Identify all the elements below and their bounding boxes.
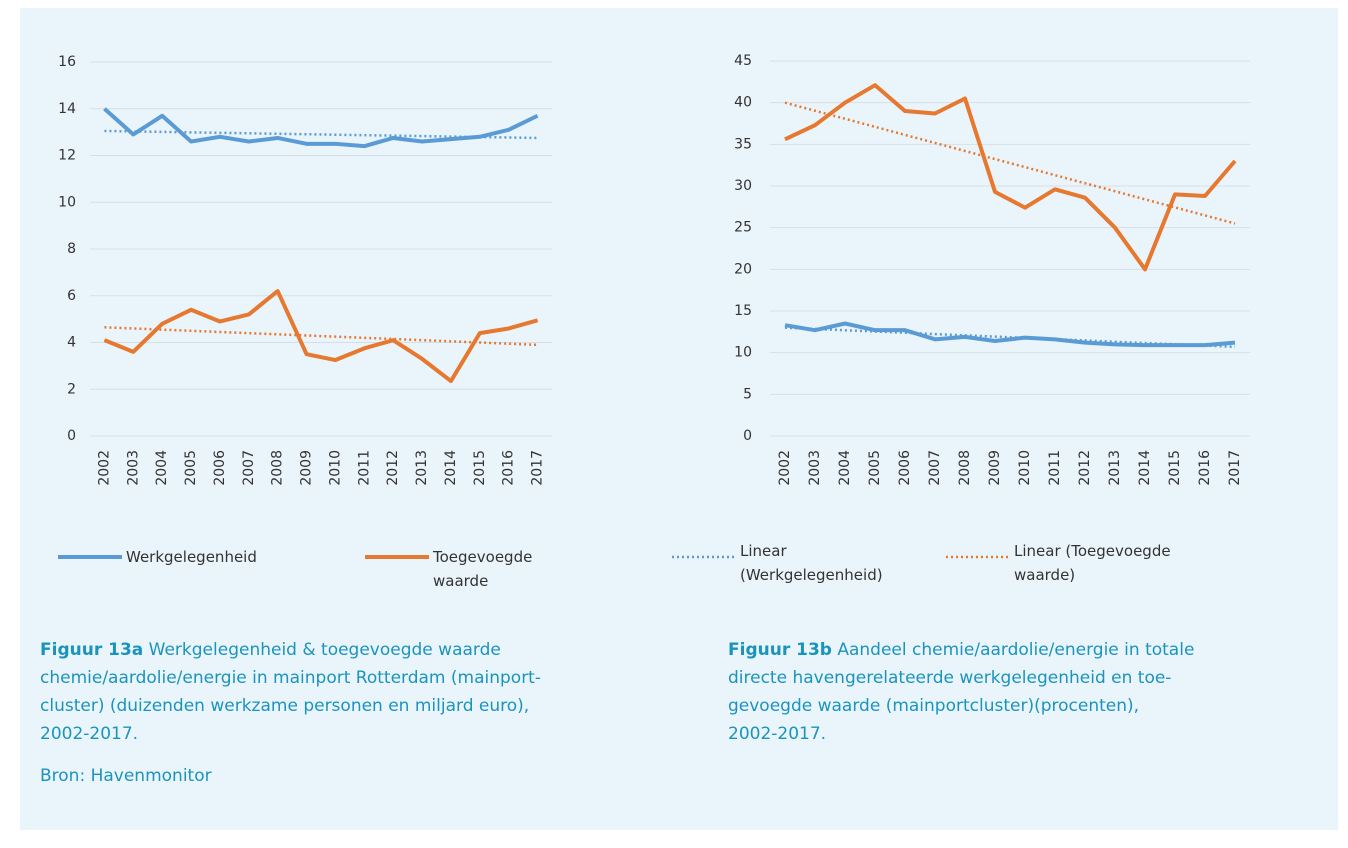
x-tick-label: 2011 <box>356 450 372 486</box>
y-tick-label: 40 <box>734 95 752 111</box>
data-line <box>103 107 539 149</box>
x-tick-label: 2016 <box>501 450 517 486</box>
x-tick-label: 2003 <box>807 450 823 486</box>
y-tick-label: 30 <box>734 178 752 194</box>
y-tick-label: 10 <box>58 194 76 210</box>
x-tick-label: 2007 <box>927 450 943 486</box>
caption-text: 2002-2017. <box>40 724 139 744</box>
x-tick-label: 2008 <box>957 450 973 486</box>
caption-line: directe havengerelateerde werkgelegenhei… <box>728 664 1348 692</box>
caption-text: gevoegde waarde (mainportcluster)(procen… <box>728 696 1140 716</box>
data-line <box>784 83 1237 272</box>
x-tick-label: 2002 <box>777 450 793 486</box>
x-tick-label: 2006 <box>897 450 913 486</box>
caption-line: chemie/aardolie/energie in mainport Rott… <box>40 664 660 692</box>
caption-line: gevoegde waarde (mainportcluster)(procen… <box>728 692 1348 720</box>
caption-line: 2002-2017. <box>728 720 1348 748</box>
y-tick-label: 45 <box>734 53 752 69</box>
y-tick-label: 8 <box>67 241 76 257</box>
x-tick-label: 2010 <box>327 450 343 486</box>
caption-text: Aandeel chemie/aardolie/energie in total… <box>831 640 1195 660</box>
x-tick-label: 2014 <box>1137 450 1153 486</box>
trend-line <box>784 101 1236 225</box>
y-tick-label: 6 <box>67 288 76 304</box>
x-tick-label: 2005 <box>183 450 199 486</box>
x-tick-label: 2017 <box>530 450 546 486</box>
y-tick-label: 10 <box>734 345 752 361</box>
caption: Figuur 13a Werkgelegenheid & toegevoegde… <box>40 636 660 748</box>
caption-label: Figuur 13a <box>40 640 144 660</box>
caption-label: Figuur 13b <box>728 640 832 660</box>
x-tick-label: 2011 <box>1047 450 1063 486</box>
panel <box>20 8 1338 830</box>
x-tick-label: 2003 <box>125 450 141 486</box>
y-tick-label: 0 <box>743 428 752 444</box>
caption-line: 2002-2017. <box>40 720 660 748</box>
y-tick-label: 5 <box>743 386 752 402</box>
data-line <box>103 289 539 384</box>
trend-line <box>104 326 538 347</box>
x-tick-label: 2009 <box>987 450 1003 486</box>
y-tick-label: 0 <box>67 428 76 444</box>
legend-label: Linear (Werkgelegenheid) <box>740 542 883 584</box>
legend-label: Werkgelegenheid <box>126 548 257 566</box>
x-tick-label: 2005 <box>867 450 883 486</box>
caption-text: Werkgelegenheid & toegevoegde waarde <box>143 640 501 660</box>
x-tick-label: 2004 <box>837 450 853 486</box>
caption-text: directe havengerelateerde werkgelegenhei… <box>728 668 1172 688</box>
trend-line <box>104 129 538 140</box>
x-tick-label: 2015 <box>1167 450 1183 486</box>
x-tick-label: 2007 <box>241 450 257 486</box>
y-tick-label: 4 <box>67 335 76 351</box>
caption-text: cluster) (duizenden werkzame personen en… <box>40 696 530 716</box>
data-line <box>784 321 1236 348</box>
trend-line <box>784 326 1236 349</box>
x-tick-label: 2012 <box>1077 450 1093 486</box>
caption-text: 2002-2017. <box>728 724 827 744</box>
caption-line: Figuur 13b Aandeel chemie/aardolie/energ… <box>728 636 1348 664</box>
y-tick-label: 14 <box>58 101 76 117</box>
x-tick-label: 2012 <box>385 450 401 486</box>
x-tick-label: 2016 <box>1197 450 1213 486</box>
y-tick-label: 35 <box>734 136 752 152</box>
caption-text: chemie/aardolie/energie in mainport Rott… <box>40 668 541 688</box>
x-tick-label: 2008 <box>270 450 286 486</box>
legend-label: Linear (Toegevoegde waarde) <box>1014 542 1171 584</box>
y-tick-label: 12 <box>58 148 76 164</box>
x-tick-label: 2013 <box>414 450 430 486</box>
x-tick-label: 2017 <box>1227 450 1243 486</box>
x-tick-label: 2010 <box>1017 450 1033 486</box>
caption: Figuur 13b Aandeel chemie/aardolie/energ… <box>728 636 1348 748</box>
caption-line: cluster) (duizenden werkzame personen en… <box>40 692 660 720</box>
y-tick-label: 25 <box>734 220 752 236</box>
y-tick-label: 2 <box>67 381 76 397</box>
caption-line: Figuur 13a Werkgelegenheid & toegevoegde… <box>40 636 660 664</box>
x-tick-label: 2006 <box>212 450 228 486</box>
y-tick-label: 20 <box>734 261 752 277</box>
source: Bron: Havenmonitor <box>40 766 212 786</box>
y-tick-label: 15 <box>734 303 752 319</box>
x-tick-label: 2015 <box>472 450 488 486</box>
x-tick-label: 2002 <box>96 450 112 486</box>
legend-label: Toegevoegde waarde <box>433 548 533 590</box>
x-tick-label: 2014 <box>443 450 459 486</box>
x-tick-label: 2009 <box>299 450 315 486</box>
y-tick-label: 16 <box>58 54 76 70</box>
x-tick-label: 2013 <box>1107 450 1123 486</box>
x-tick-label: 2004 <box>154 450 170 486</box>
